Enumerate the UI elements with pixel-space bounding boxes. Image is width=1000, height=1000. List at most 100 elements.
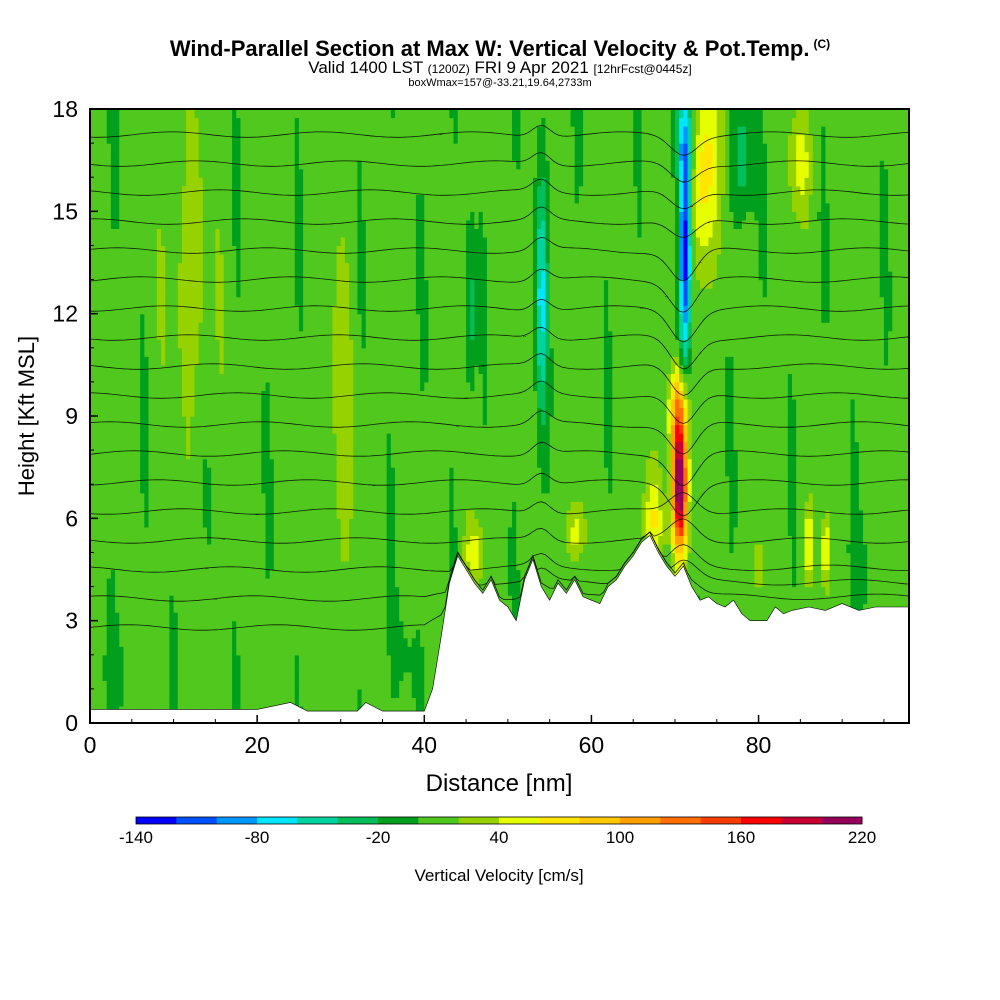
velocity-cell	[156, 253, 162, 264]
velocity-cell	[374, 322, 379, 332]
velocity-cell	[340, 578, 346, 588]
velocity-cell	[257, 688, 262, 699]
velocity-cell	[344, 288, 350, 298]
velocity-cell	[240, 543, 246, 554]
velocity-cell	[278, 296, 283, 306]
velocity-cell	[307, 160, 313, 170]
velocity-cell	[252, 279, 258, 289]
velocity-cell	[161, 518, 166, 528]
velocity-cell	[198, 484, 204, 494]
velocity-cell	[307, 330, 313, 340]
velocity-cell	[115, 458, 120, 468]
velocity-cell	[110, 492, 116, 502]
velocity-cell	[353, 586, 359, 596]
velocity-cell	[202, 475, 208, 485]
velocity-cell	[110, 168, 116, 178]
velocity-cell	[357, 296, 363, 306]
velocity-cell	[181, 433, 187, 443]
velocity-cell	[152, 560, 158, 571]
velocity-cell	[286, 654, 292, 664]
velocity-cell	[374, 620, 379, 630]
velocity-cell	[248, 211, 254, 221]
velocity-cell	[177, 586, 183, 596]
velocity-cell	[236, 552, 242, 562]
velocity-cell	[119, 185, 125, 195]
velocity-cell	[144, 569, 150, 579]
velocity-cell	[278, 126, 283, 136]
velocity-cell	[273, 441, 279, 451]
velocity-cell	[324, 381, 329, 392]
velocity-cell	[236, 151, 242, 161]
velocity-cell	[232, 390, 237, 400]
velocity-cell	[349, 654, 354, 664]
velocity-cell	[236, 117, 242, 127]
velocity-cell	[181, 305, 187, 315]
velocity-cell	[261, 680, 267, 690]
velocity-cell	[123, 552, 129, 562]
velocity-cell	[311, 458, 317, 468]
velocity-cell	[248, 381, 254, 392]
velocity-cell	[236, 543, 242, 554]
velocity-cell	[131, 381, 137, 392]
velocity-cell	[161, 288, 166, 298]
velocity-cell	[349, 671, 354, 681]
velocity-cell	[227, 416, 233, 426]
velocity-cell	[215, 441, 221, 451]
velocity-cell	[110, 526, 116, 536]
velocity-cell	[194, 595, 200, 605]
velocity-cell	[265, 595, 271, 605]
velocity-cell	[198, 509, 204, 519]
velocity-cell	[190, 578, 196, 588]
velocity-cell	[173, 151, 179, 161]
velocity-cell	[161, 663, 166, 673]
velocity-cell	[90, 416, 95, 426]
velocity-cell	[194, 424, 200, 434]
velocity-cell	[102, 211, 108, 221]
velocity-cell	[173, 322, 179, 332]
velocity-cell	[252, 245, 258, 255]
velocity-cell	[298, 236, 304, 247]
velocity-cell	[244, 126, 250, 136]
velocity-cell	[156, 117, 162, 127]
velocity-cell	[353, 364, 359, 374]
velocity-cell	[311, 501, 317, 511]
velocity-cell	[90, 671, 95, 681]
velocity-cell	[131, 663, 137, 673]
velocity-cell	[319, 671, 325, 681]
velocity-cell	[110, 339, 116, 349]
velocity-cell	[248, 398, 254, 409]
velocity-cell	[248, 202, 254, 212]
velocity-cell	[357, 603, 363, 613]
velocity-cell	[219, 492, 225, 502]
velocity-cell	[236, 177, 242, 187]
velocity-cell	[328, 697, 333, 707]
velocity-cell	[194, 518, 200, 528]
velocity-cell	[349, 177, 354, 187]
velocity-cell	[311, 288, 317, 298]
velocity-cell	[294, 416, 300, 426]
velocity-cell	[332, 680, 338, 690]
velocity-cell	[94, 381, 99, 392]
velocity-cell	[269, 219, 275, 229]
velocity-cell	[177, 407, 183, 417]
velocity-cell	[152, 117, 158, 127]
velocity-cell	[311, 637, 317, 647]
velocity-cell	[328, 458, 333, 468]
velocity-cell	[252, 288, 258, 298]
velocity-cell	[232, 518, 237, 528]
velocity-cell	[369, 168, 375, 178]
velocity-cell	[135, 236, 141, 247]
velocity-cell	[353, 322, 359, 332]
velocity-cell	[102, 177, 108, 187]
velocity-cell	[282, 552, 287, 562]
velocity-cell	[282, 586, 287, 596]
velocity-cell	[198, 569, 204, 579]
velocity-cell	[135, 407, 141, 417]
velocity-cell	[324, 441, 329, 451]
velocity-cell	[236, 697, 242, 707]
velocity-cell	[307, 697, 313, 707]
velocity-cell	[135, 663, 141, 673]
velocity-cell	[349, 117, 354, 127]
velocity-cell	[244, 305, 250, 315]
velocity-cell	[265, 671, 271, 681]
